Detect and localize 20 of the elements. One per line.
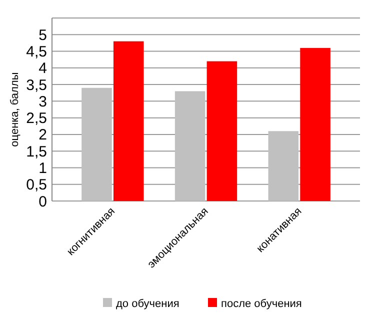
- bar: [300, 48, 330, 201]
- text: 1,5: [26, 143, 47, 160]
- bar: [268, 131, 299, 201]
- bar: [174, 91, 206, 201]
- legend-label: до обучения: [116, 298, 180, 310]
- bar: [206, 61, 238, 201]
- y-tick-label: 2: [38, 126, 47, 144]
- y-tick-label: 1: [38, 160, 47, 177]
- bar: [82, 88, 112, 201]
- y-tick-label: 4: [38, 60, 47, 78]
- text: 4,5: [26, 44, 47, 61]
- y-tick-label: 0: [38, 193, 47, 210]
- y-axis-title: оценка, баллы: [9, 72, 21, 147]
- text: 3,5: [26, 76, 47, 94]
- y-tick-label: 3: [38, 93, 47, 110]
- text: 0,5: [26, 176, 47, 194]
- legend-label: после обучения: [221, 298, 302, 310]
- bar: [113, 41, 144, 201]
- text: 2,5: [26, 110, 47, 128]
- y-tick-label: 5: [38, 26, 47, 44]
